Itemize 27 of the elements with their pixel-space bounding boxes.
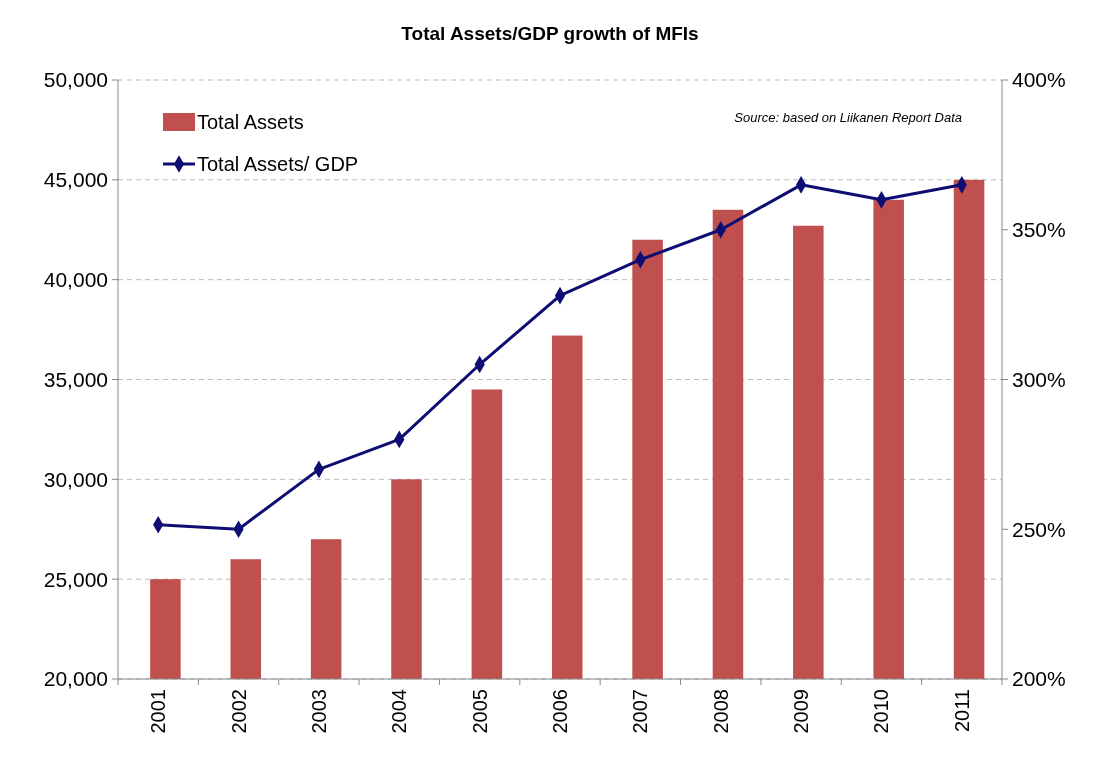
y-tick-label: 35,000 [43,367,108,391]
y-tick-label: 25,000 [43,567,108,591]
y-tick-label: 45,000 [43,168,108,192]
x-tick-label: 2001 [147,689,170,734]
x-tick-label: 2003 [307,689,330,734]
x-tick-label: 2007 [629,689,652,734]
x-tick-label: 2008 [709,689,732,734]
chart-title: Total Assets/GDP growth of MFIs [401,23,699,44]
legend-label: Total Assets [197,111,304,133]
x-tick-label: 2004 [388,689,411,734]
y2-tick-label: 400% [1012,68,1066,92]
x-tick-label: 2005 [468,689,491,734]
x-tick-label: 2002 [227,689,250,734]
y-tick-label: 20,000 [43,667,108,691]
y2-tick-label: 250% [1012,517,1066,541]
y-tick-label: 50,000 [43,68,108,92]
legend-label: Total Assets/ GDP [197,153,359,175]
x-tick-label: 2009 [790,689,813,734]
y2-tick-label: 350% [1012,218,1066,242]
x-tick-label: 2006 [549,689,571,734]
x-tick-label: 2010 [870,689,893,734]
y-tick-label: 30,000 [43,467,108,491]
y-tick-label: 40,000 [43,268,108,292]
x-tick-label: 2011 [950,689,973,733]
y2-tick-label: 200% [1012,667,1066,691]
y2-tick-label: 300% [1012,367,1066,391]
annotation: Source: based on Liikanen Report Data [734,110,962,125]
